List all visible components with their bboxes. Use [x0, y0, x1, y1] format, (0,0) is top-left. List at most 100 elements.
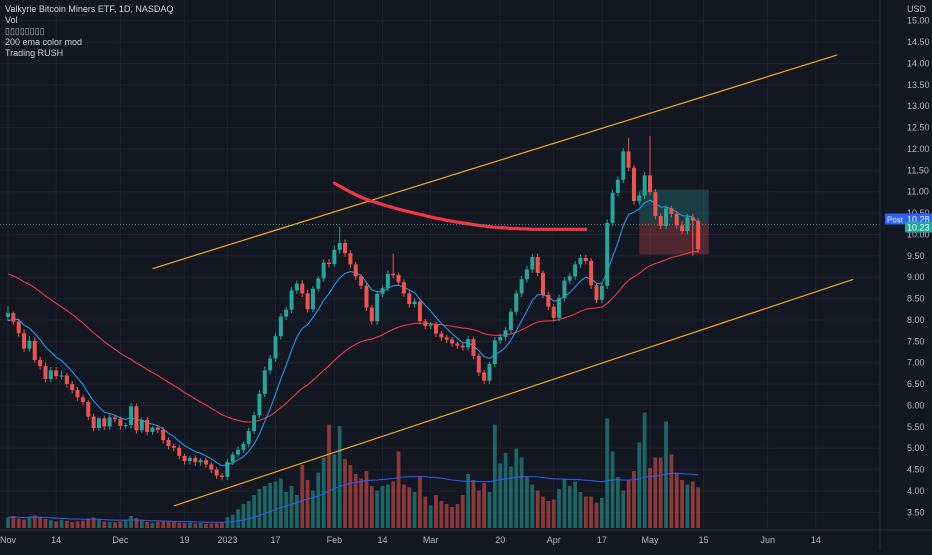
candle-body: [482, 372, 487, 381]
volume-bar: [16, 518, 21, 528]
ema-indicator-label[interactable]: 200 ema color mod: [5, 37, 83, 47]
volume-bar: [380, 486, 385, 528]
candle-body: [658, 216, 663, 226]
volume-bar: [632, 471, 636, 528]
candle-body: [220, 475, 224, 477]
volume-bar: [327, 424, 331, 528]
trading-rush-indicator-label[interactable]: Trading RUSH: [5, 48, 64, 58]
candle-body: [417, 301, 422, 322]
candle-body: [476, 355, 481, 373]
volume-bar: [567, 486, 572, 528]
y-tick-label: 14.00: [907, 58, 930, 68]
post-label-badge: [885, 213, 906, 225]
volume-bar: [599, 498, 604, 528]
post-price-value: 10.28: [907, 214, 930, 224]
volume-bar: [145, 522, 149, 528]
volume-ma-line: [8, 472, 699, 523]
candle-body: [171, 446, 176, 448]
y-tick-label: 9.00: [907, 272, 925, 282]
volume-bar: [6, 517, 10, 528]
candle-body: [615, 179, 620, 193]
candle-body: [546, 294, 551, 307]
x-tick-label: 20: [495, 535, 505, 545]
volume-bar: [450, 507, 454, 528]
y-tick-label: 11.50: [907, 165, 929, 175]
candle-body: [38, 360, 43, 367]
candle-body: [161, 429, 166, 441]
y-tick-label: 3.50: [907, 507, 925, 517]
candle-body: [316, 278, 321, 289]
volume-bar: [359, 478, 363, 528]
x-tick-label: Feb: [327, 535, 343, 545]
candle-body: [343, 242, 348, 254]
candle-body: [54, 370, 59, 376]
volume-bar: [525, 477, 529, 528]
volume-bar: [680, 480, 684, 528]
volume-bar: [519, 457, 524, 528]
volume-bar: [658, 457, 663, 528]
candle-body: [332, 249, 337, 264]
candle-body: [696, 220, 701, 250]
x-tick-label: 15: [698, 535, 708, 545]
candle-body: [11, 313, 16, 322]
volume-bar: [664, 421, 668, 528]
volume-bar: [551, 499, 556, 528]
symbol-title[interactable]: Valkyrie Bitcoin Miners ETF, 1D, NASDAQ: [5, 4, 174, 14]
candle-body: [578, 257, 583, 265]
volume-bar: [648, 468, 652, 528]
y-tick-label: 13.00: [907, 101, 930, 111]
x-tick-label: Dec: [112, 535, 129, 545]
y-tick-label: 8.00: [907, 315, 925, 325]
volume-bar: [268, 483, 273, 528]
candle-body: [6, 313, 10, 317]
candle-body: [642, 175, 647, 196]
candle-body: [214, 469, 219, 476]
candle-body: [621, 151, 626, 180]
volume-bar: [193, 523, 198, 528]
y-tick-label: 4.50: [907, 465, 925, 475]
candle-body: [583, 257, 588, 261]
candle-body: [252, 415, 257, 432]
candle-body: [626, 151, 631, 168]
volume-bar: [332, 454, 337, 528]
volume-bar: [407, 487, 412, 528]
y-tick-label: 13.50: [907, 80, 930, 90]
volume-bar: [198, 522, 203, 528]
candle-body: [16, 321, 21, 334]
candle-body: [599, 285, 604, 300]
volume-bar: [129, 516, 133, 528]
last-price-value: 10.23: [907, 223, 930, 233]
volume-bar: [434, 495, 438, 528]
indicator-glyph-label[interactable]: ▯▯▯▯▯▯▯▯: [5, 26, 45, 36]
volume-bar: [64, 520, 69, 528]
candle-body: [225, 461, 230, 477]
volume-bar: [669, 454, 674, 528]
y-tick-label: 11.00: [907, 187, 929, 197]
candle-body: [605, 222, 610, 286]
x-tick-label: Nov: [0, 535, 16, 545]
volume-indicator-label[interactable]: Vol: [5, 15, 18, 25]
x-tick-label: Jun: [760, 535, 775, 545]
candle-body: [631, 167, 636, 202]
y-tick-label: 12.50: [907, 123, 930, 133]
x-tick-label: 17: [270, 535, 280, 545]
volume-bar: [123, 520, 128, 528]
y-tick-label: 12.00: [907, 144, 930, 154]
x-tick-label: 14: [377, 535, 387, 545]
volume-bar: [514, 448, 519, 528]
candle-body: [48, 370, 53, 379]
channel-lower-line: [173, 278, 854, 507]
candle-body: [541, 272, 545, 295]
x-tick-label: 14: [811, 535, 821, 545]
candle-body: [193, 458, 198, 463]
y-tick-label: 14.50: [907, 37, 930, 47]
volume-bar: [97, 519, 101, 528]
candle-body: [423, 321, 428, 326]
candle-body: [396, 275, 401, 283]
volume-bar: [59, 519, 64, 528]
candle-body: [139, 419, 144, 431]
candle-body: [236, 449, 241, 455]
volume-bar: [43, 519, 48, 528]
